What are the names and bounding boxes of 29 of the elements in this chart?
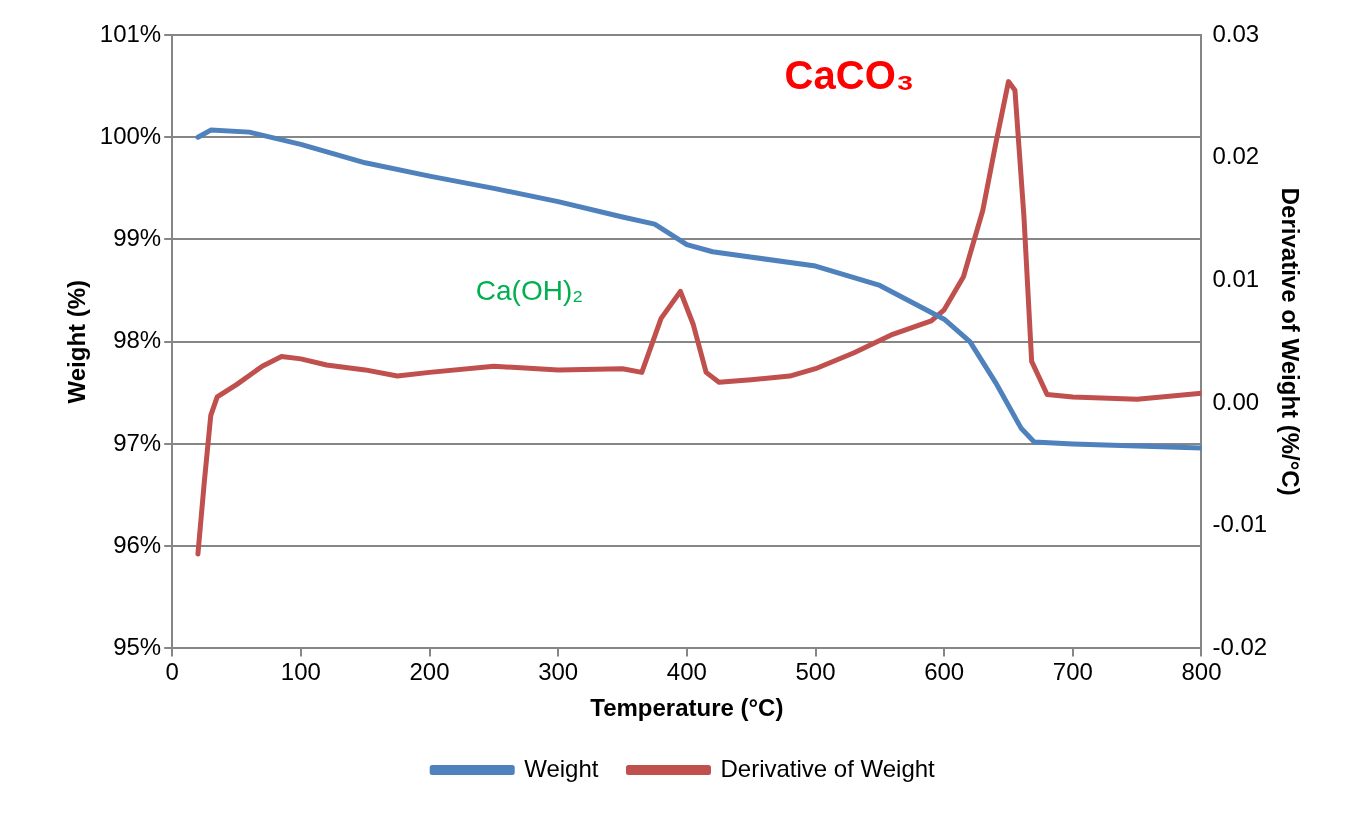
- x-tick-label: 300: [538, 658, 579, 686]
- y-tick-label: 101%: [99, 19, 162, 47]
- x-tick-label: 200: [409, 658, 450, 686]
- y-tick-label: 99%: [113, 224, 162, 252]
- y2-tick-label: 0.02: [1212, 142, 1260, 170]
- x-tick-label: 100: [280, 658, 321, 686]
- y2-tick-label: 0.01: [1212, 264, 1260, 292]
- y2-tick-label: -0.02: [1212, 633, 1268, 661]
- x-tick-label: 600: [924, 658, 965, 686]
- legend-label: Derivative of Weight: [720, 754, 936, 782]
- y-tick-label: 98%: [113, 326, 162, 354]
- annotation: CaCO₃: [784, 52, 915, 97]
- annotation: Ca(OH)₂: [475, 275, 584, 307]
- y-axis-title: Weight (%): [63, 279, 91, 404]
- y-tick-label: 96%: [113, 530, 162, 558]
- y-tick-label: 97%: [113, 428, 162, 456]
- x-tick-label: 0: [165, 658, 179, 686]
- x-tick-label: 400: [666, 658, 707, 686]
- y2-tick-label: 0.03: [1212, 19, 1260, 47]
- y-tick-label: 100%: [99, 121, 162, 149]
- y2-axis-title: Derivative of Weight (%/°C): [1276, 187, 1304, 496]
- legend-label: Weight: [524, 754, 599, 782]
- y2-tick-label: -0.01: [1212, 510, 1268, 538]
- x-tick-label: 800: [1181, 658, 1222, 686]
- y2-tick-label: 0.00: [1212, 387, 1260, 415]
- x-tick-label: 500: [795, 658, 836, 686]
- x-axis-title: Temperature (°C): [590, 694, 784, 722]
- y-tick-label: 95%: [113, 633, 162, 661]
- x-tick-label: 700: [1052, 658, 1093, 686]
